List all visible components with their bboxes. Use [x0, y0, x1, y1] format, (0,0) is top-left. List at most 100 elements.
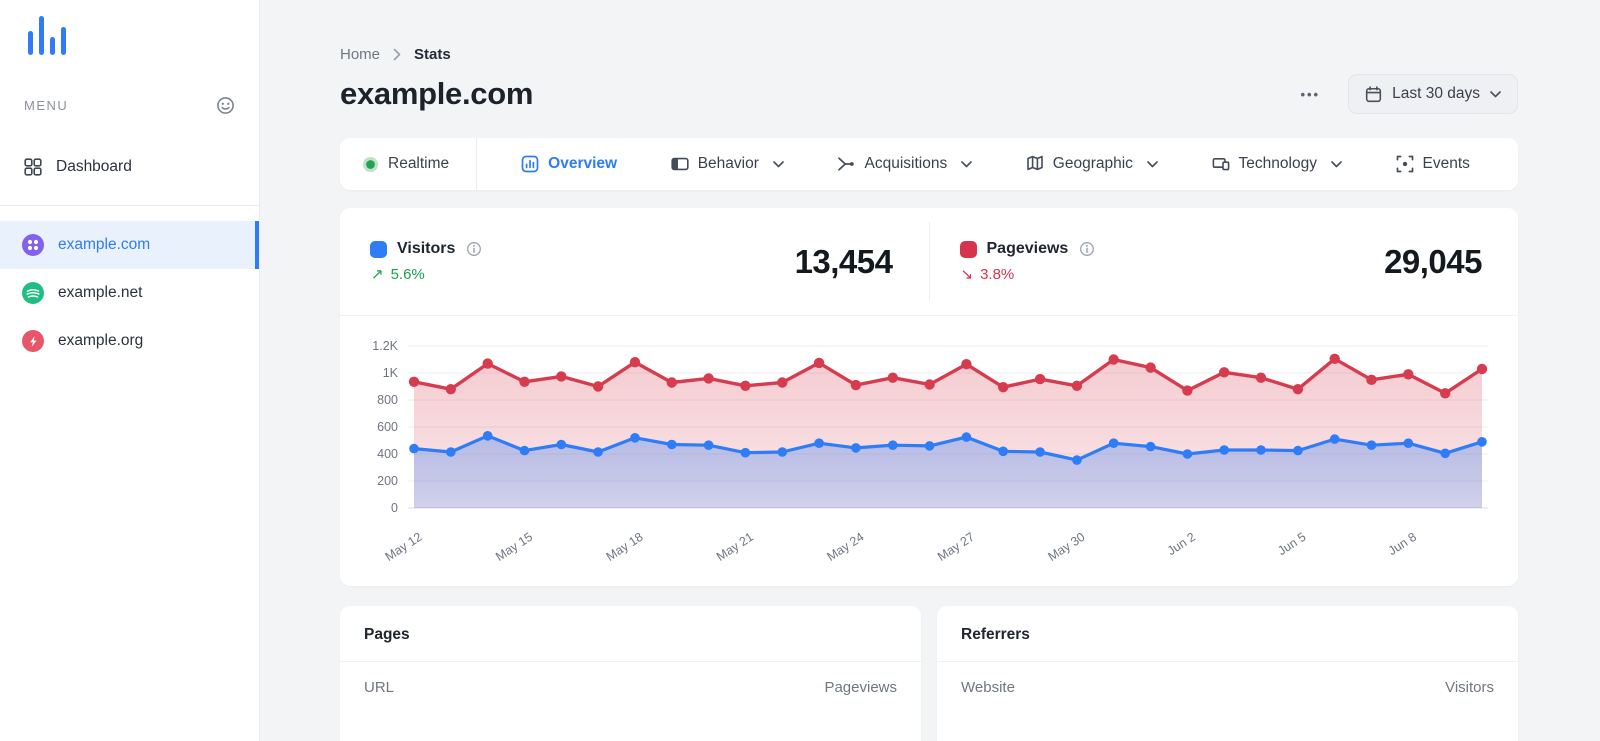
info-icon[interactable] [1079, 241, 1095, 257]
sidebar-site-example-org[interactable]: example.org [0, 317, 259, 365]
stats-divider [928, 222, 930, 301]
geographic-map-icon [1026, 155, 1044, 173]
header-actions: ••• Last 30 days [1298, 74, 1518, 114]
section-tabs: Realtime Overview [340, 138, 1518, 190]
overview-card: Visitors ↗ 5.6% [340, 208, 1518, 586]
tab-label: Events [1422, 155, 1470, 172]
sidebar-site-example-net[interactable]: example.net [0, 269, 259, 317]
tab-behavior[interactable]: Behavior [671, 155, 784, 173]
tab-overview[interactable]: Overview [521, 155, 617, 173]
chevron-down-icon [1490, 90, 1501, 98]
sidebar-site-example-com[interactable]: example.com [0, 221, 259, 269]
svg-text:1.2K: 1.2K [372, 339, 398, 353]
svg-text:May 27: May 27 [935, 530, 977, 564]
site-waves-icon [22, 282, 44, 304]
panel-title: Referrers [961, 626, 1030, 643]
chevron-down-icon [961, 160, 973, 168]
tab-realtime[interactable]: Realtime [340, 155, 476, 173]
site-list: example.com example.net [0, 206, 259, 365]
breadcrumb: Home Stats [340, 46, 1518, 63]
tab-label: Acquisitions [864, 155, 948, 172]
pageviews-total: 29,045 [1384, 242, 1482, 280]
page-header: example.com ••• Last 30 days [340, 74, 1518, 114]
svg-text:May 12: May 12 [383, 530, 425, 564]
traffic-line-chart: 0 200 400 600 800 1K 1.2K May 12 May 15 May 18 May… [340, 316, 1518, 586]
svg-text:Jun 2: Jun 2 [1165, 530, 1198, 558]
tab-label: Technology [1238, 155, 1317, 172]
acquisitions-branch-icon [837, 155, 855, 173]
more-options-button[interactable]: ••• [1298, 81, 1322, 108]
site-label: example.com [58, 236, 151, 253]
svg-text:May 18: May 18 [604, 530, 646, 564]
referrers-panel: Referrers Website Visitors [937, 606, 1518, 741]
main-content: Home Stats example.com ••• [260, 0, 1600, 741]
overview-chart-icon [521, 155, 539, 173]
stat-change-value: 5.6% [390, 265, 425, 283]
site-clover-icon [22, 234, 44, 256]
sidebar: MENU Dashboard [0, 0, 260, 741]
svg-text:Jun 8: Jun 8 [1386, 530, 1419, 558]
svg-text:0: 0 [391, 501, 398, 515]
panel-title: Pages [364, 626, 410, 643]
svg-text:600: 600 [377, 420, 398, 434]
menu-heading: MENU [24, 98, 69, 113]
tab-geographic[interactable]: Geographic [1026, 155, 1158, 173]
column-header-website[interactable]: Website [961, 679, 1015, 696]
sidebar-divider [0, 205, 259, 206]
tab-label: Behavior [697, 155, 759, 172]
svg-text:1K: 1K [383, 366, 399, 380]
svg-text:400: 400 [377, 447, 398, 461]
tab-acquisitions[interactable]: Acquisitions [837, 155, 973, 173]
stat-visitors: Visitors ↗ 5.6% [340, 208, 929, 315]
pages-panel: Pages URL Pageviews [340, 606, 921, 741]
column-header-visitors[interactable]: Visitors [1445, 679, 1494, 696]
panel-divider [340, 661, 921, 662]
support-icon[interactable] [216, 96, 235, 115]
stat-pageviews: Pageviews ↘ 3.8% [930, 208, 1519, 315]
stat-label: Visitors [397, 240, 456, 257]
site-label: example.net [58, 284, 143, 301]
chevron-right-icon [393, 48, 401, 61]
sidebar-item-label: Dashboard [56, 158, 132, 175]
info-icon[interactable] [466, 241, 482, 257]
menu-header: MENU [24, 96, 235, 115]
technology-devices-icon [1212, 155, 1230, 173]
tab-label: Realtime [388, 155, 450, 172]
calendar-icon [1365, 85, 1382, 103]
bottom-panels: Pages URL Pageviews Referrers Website Vi… [340, 606, 1518, 741]
svg-text:May 30: May 30 [1046, 530, 1088, 564]
tabbar-divider [476, 138, 478, 190]
svg-text:May 21: May 21 [714, 530, 756, 564]
stat-change-value: 3.8% [980, 265, 1015, 283]
page-title: example.com [340, 76, 534, 111]
trend-down-arrow-icon: ↘ [960, 266, 974, 283]
tab-label: Overview [548, 155, 618, 172]
column-header-url[interactable]: URL [364, 679, 395, 696]
column-header-pageviews[interactable]: Pageviews [824, 679, 897, 696]
realtime-status-icon [362, 156, 379, 173]
date-range-button[interactable]: Last 30 days [1348, 74, 1518, 114]
trend-up-arrow-icon: ↗ [371, 266, 384, 283]
behavior-window-icon [671, 155, 689, 173]
stat-trend: ↗ 5.6% [371, 265, 482, 284]
pageviews-color-chip [959, 240, 977, 258]
stat-label: Pageviews [986, 240, 1069, 257]
svg-text:May 24: May 24 [825, 530, 867, 564]
tab-events[interactable]: Events [1396, 155, 1470, 173]
date-range-label: Last 30 days [1392, 85, 1480, 102]
breadcrumb-home-link[interactable]: Home [340, 46, 381, 63]
chevron-down-icon [1331, 160, 1342, 168]
svg-text:May 15: May 15 [493, 530, 535, 564]
card-divider [340, 315, 1518, 316]
chevron-down-icon [1147, 160, 1158, 168]
stat-trend: ↘ 3.8% [960, 265, 1096, 284]
svg-text:800: 800 [377, 393, 398, 407]
dashboard-grid-icon [24, 158, 42, 176]
app-logo-icon[interactable] [24, 14, 70, 60]
svg-text:200: 200 [377, 474, 398, 488]
sidebar-item-dashboard[interactable]: Dashboard [0, 145, 259, 189]
breadcrumb-current: Stats [414, 46, 451, 63]
events-scan-icon [1396, 155, 1414, 173]
svg-text:Jun 5: Jun 5 [1275, 530, 1308, 558]
tab-technology[interactable]: Technology [1212, 155, 1342, 173]
